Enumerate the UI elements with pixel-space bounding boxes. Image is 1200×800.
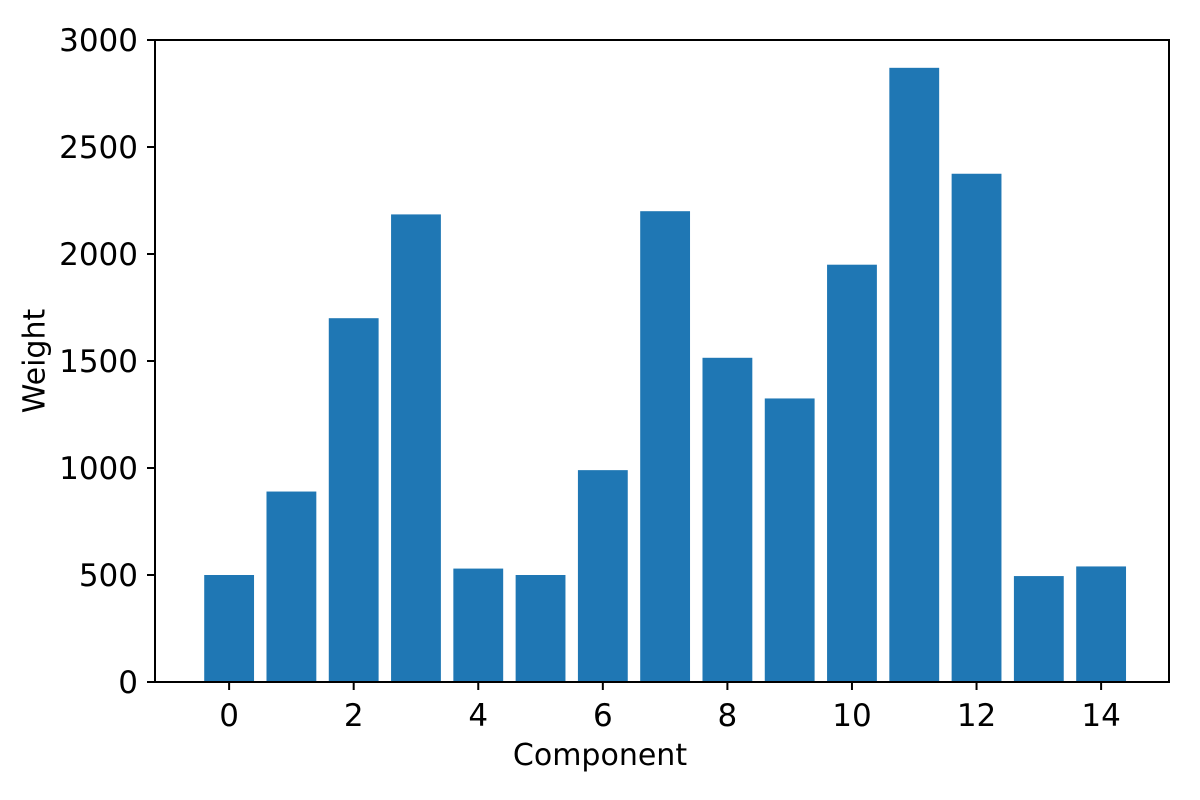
- y-tick-label: 2000: [59, 237, 138, 273]
- bar-component-14: [1076, 566, 1127, 682]
- bar-component-9: [764, 398, 815, 682]
- bar-component-8: [702, 357, 753, 682]
- y-tick-label: 500: [79, 558, 138, 594]
- bar-component-7: [640, 211, 691, 682]
- x-axis-label: Component: [512, 738, 688, 773]
- bar-component-11: [889, 67, 940, 682]
- x-tick-label: 4: [468, 698, 488, 734]
- bar-component-4: [453, 568, 504, 682]
- x-tick-label: 8: [718, 698, 738, 734]
- x-tick-label: 2: [344, 698, 364, 734]
- bar-component-10: [827, 264, 877, 682]
- bar-component-6: [577, 470, 628, 682]
- x-tick-label: 10: [832, 698, 871, 734]
- y-tick-label: 0: [118, 665, 138, 701]
- y-tick-label: 1500: [59, 344, 138, 380]
- bar-component-1: [266, 491, 317, 682]
- y-tick-label: 2500: [59, 130, 138, 166]
- x-tick-label: 6: [593, 698, 613, 734]
- bar-component-5: [515, 575, 566, 682]
- x-tick-label: 0: [219, 698, 239, 734]
- bar-component-3: [391, 214, 441, 682]
- bar-component-2: [328, 318, 379, 682]
- y-tick-label: 3000: [59, 23, 138, 59]
- x-tick-label: 14: [1081, 698, 1120, 734]
- y-axis-label: Weight: [17, 308, 53, 414]
- bar-component-13: [1013, 576, 1064, 682]
- x-tick-label: 12: [957, 698, 996, 734]
- bar-component-12: [951, 173, 1002, 682]
- y-tick-label: 1000: [59, 451, 138, 487]
- bar-component-0: [204, 575, 255, 682]
